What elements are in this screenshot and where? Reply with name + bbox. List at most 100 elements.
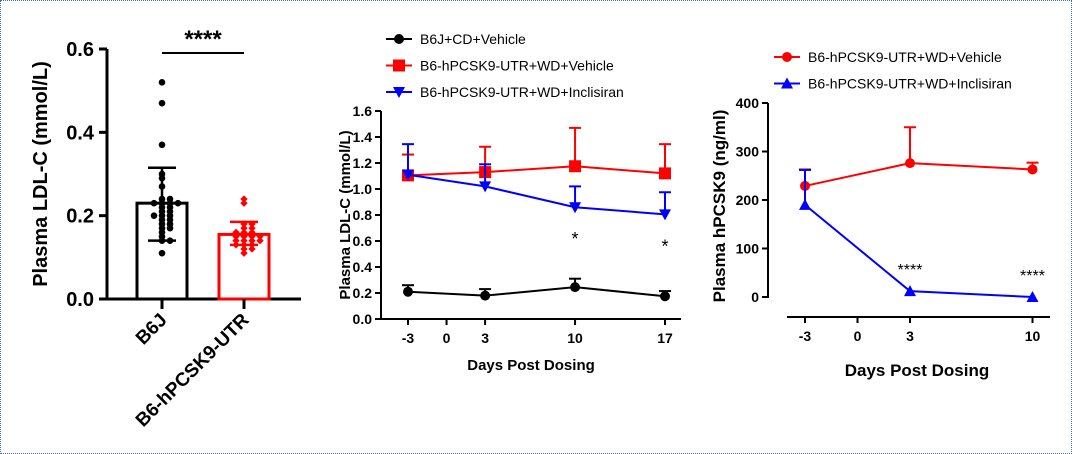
data-point <box>158 79 166 86</box>
data-point <box>150 199 158 207</box>
data-point <box>248 224 256 232</box>
significance-label: **** <box>184 26 222 53</box>
data-point <box>1026 291 1039 302</box>
legend-label: B6-hPCSK9-UTR+WD+Inclisiran <box>808 76 1012 92</box>
x-tick-label: 0 <box>854 328 862 344</box>
data-point <box>569 202 582 214</box>
data-point <box>150 212 158 219</box>
x-tick-label: 3 <box>481 330 489 346</box>
data-point <box>248 236 256 245</box>
legend-marker <box>394 34 404 44</box>
series-0 <box>402 277 671 302</box>
y-tick-label: 400 <box>736 95 760 111</box>
x-axis-label: Days Post Dosing <box>845 361 990 380</box>
x-tick-label: 10 <box>1025 328 1041 344</box>
series-1 <box>402 126 671 182</box>
x-tick-label: B6J <box>132 310 171 349</box>
legend-marker <box>782 52 792 62</box>
data-point <box>158 174 166 182</box>
y-tick-label: 0 <box>751 289 759 305</box>
data-point <box>232 241 240 249</box>
data-point <box>240 199 248 207</box>
y-tick-label: 0.6 <box>66 39 94 61</box>
x-tick-label: -3 <box>402 330 415 346</box>
data-point <box>904 285 916 297</box>
x-tick-label: 10 <box>567 330 583 346</box>
series-0 <box>799 126 1039 191</box>
y-tick-label: 1.2 <box>353 155 373 171</box>
series-line <box>804 162 1033 187</box>
legend-marker <box>781 77 793 89</box>
y-axis-label: Plasma LDL-C (mmol/L) <box>30 61 52 287</box>
data-point <box>232 236 240 245</box>
data-point <box>158 99 166 107</box>
data-point <box>479 181 492 193</box>
y-tick-label: 0.2 <box>353 285 373 301</box>
data-point <box>166 224 174 232</box>
x-tick-label: 3 <box>906 328 914 344</box>
data-point <box>240 224 248 232</box>
data-point <box>659 209 671 221</box>
legend-label: B6-hPCSK9-UTR+WD+Inclisiran <box>420 84 624 100</box>
significance-label: * <box>572 229 579 249</box>
data-point <box>256 236 264 245</box>
data-point <box>248 220 256 228</box>
series-line <box>407 286 666 298</box>
data-point <box>256 232 264 241</box>
legend-label: B6-hPCSK9-UTR+WD+Vehicle <box>808 49 1002 65</box>
line-chart-panel-1: 0.0 0.2 0.4 0.6 0.8 1.0 1.2 1.4 1.6 -3 0 3 10 17 Days … <box>337 31 681 374</box>
y-tick-label: 0.4 <box>66 122 95 144</box>
data-point <box>240 195 248 203</box>
data-point <box>158 237 166 244</box>
y-tick-label: 0.0 <box>66 289 94 311</box>
significance-label: **** <box>898 262 923 279</box>
y-tick-label: 0.6 <box>353 233 373 249</box>
series-line <box>804 204 1033 298</box>
significance-label: * <box>661 236 668 256</box>
y-tick-label: 0.8 <box>353 207 373 223</box>
data-point <box>232 232 240 241</box>
data-point <box>174 199 182 207</box>
y-tick-label: 0.4 <box>353 259 373 275</box>
data-point <box>905 158 915 169</box>
data-point <box>480 290 491 301</box>
series-2 <box>402 143 671 221</box>
legend-marker <box>393 59 405 72</box>
x-tick-label: 17 <box>657 330 673 346</box>
data-point <box>1027 164 1038 175</box>
data-point <box>240 220 248 228</box>
y-tick-label: 1.6 <box>353 103 373 119</box>
significance-label: **** <box>1020 268 1045 285</box>
y-tick-label: 0.0 <box>353 311 373 327</box>
data-point <box>248 232 256 241</box>
legend-label: B6-hPCSK9-UTR+WD+Vehicle <box>420 58 614 74</box>
data-point <box>402 169 414 181</box>
data-point <box>799 198 811 210</box>
data-point <box>158 249 166 257</box>
legend-marker <box>393 87 405 98</box>
y-axis-label: Plasma LDL-C (mmol/L) <box>337 130 354 299</box>
y-tick-label: 100 <box>736 241 760 257</box>
data-point <box>158 141 166 149</box>
series-line <box>407 173 666 216</box>
line-chart-panel-2: 0 100 200 300 400 -3 0 3 10 Days Post Dosing Plasm… <box>710 49 1050 380</box>
y-tick-label: 300 <box>736 144 760 160</box>
data-point <box>166 237 174 244</box>
data-point <box>240 232 248 241</box>
data-point <box>240 249 248 257</box>
x-axis-label: Days Post Dosing <box>467 357 595 374</box>
data-point <box>659 167 671 180</box>
data-point <box>240 236 248 245</box>
data-point <box>158 183 166 190</box>
data-point <box>403 286 413 297</box>
y-tick-label: 1.0 <box>353 181 373 197</box>
series-1 <box>799 168 1039 302</box>
legend-label: B6J+CD+Vehicle <box>420 31 526 47</box>
y-axis-label: Plasma hPCSK9 (ng/ml) <box>710 110 729 303</box>
y-tick-label: 1.4 <box>353 129 373 145</box>
y-tick-label: 200 <box>736 192 760 208</box>
data-point <box>248 245 256 253</box>
